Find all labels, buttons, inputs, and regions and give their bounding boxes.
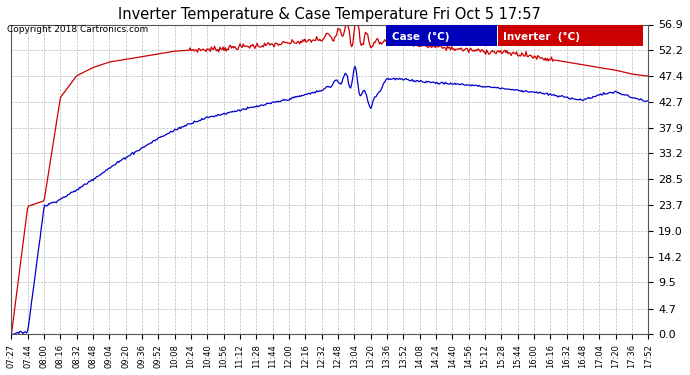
Text: Inverter  (°C): Inverter (°C) xyxy=(504,32,580,42)
Text: Case  (°C): Case (°C) xyxy=(392,32,449,42)
Title: Inverter Temperature & Case Temperature Fri Oct 5 17:57: Inverter Temperature & Case Temperature … xyxy=(119,7,542,22)
Text: Copyright 2018 Cartronics.com: Copyright 2018 Cartronics.com xyxy=(7,25,148,34)
